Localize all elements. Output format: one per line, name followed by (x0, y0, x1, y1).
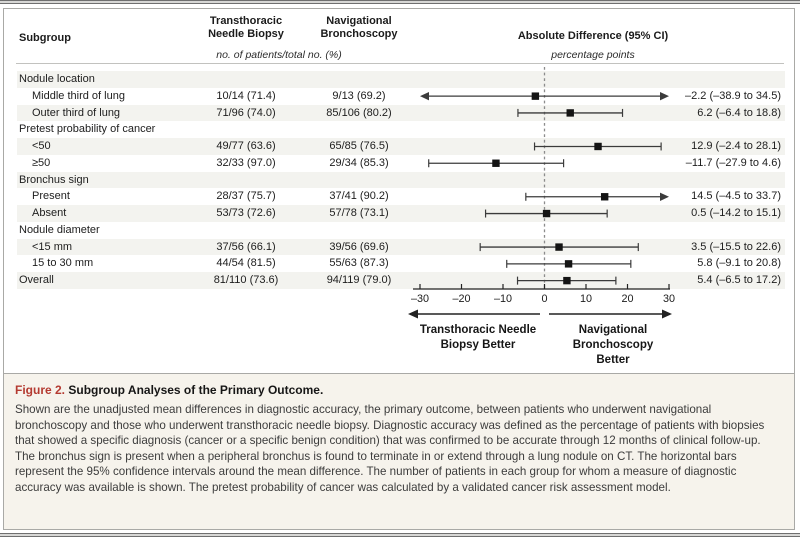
nav-count-cell: 94/119 (79.0) (326, 274, 392, 287)
ci-value-cell: 5.8 (–9.1 to 20.8) (697, 257, 781, 270)
row-label: <15 mm (32, 240, 73, 253)
row-label: ≥50 (32, 156, 51, 169)
figure-panel: Nodule location Middle third of lung 10/14… (3, 8, 795, 530)
ci-value-cell: –11.7 (–27.9 to 4.6) (685, 156, 781, 169)
ci-value-cell: 12.9 (–2.4 to 28.1) (691, 140, 781, 153)
figure-caption: Figure 2. Subgroup Analyses of the Prima… (4, 373, 794, 529)
direction-label-line: Bronchoscopy (572, 339, 654, 351)
ci-value-cell: 6.2 (–6.4 to 18.8) (697, 106, 781, 119)
nav-count-cell: 9/13 (69.2) (332, 89, 386, 102)
nav-count-cell: 57/78 (73.1) (329, 207, 389, 220)
page-bottom-edge (0, 533, 800, 537)
row-label: Nodule diameter (19, 223, 100, 236)
forest-plot-figure: Nodule location Middle third of lung 10/14… (4, 9, 794, 373)
header-line: Transthoracic (209, 15, 283, 27)
table-row-group: Nodule diameter (17, 222, 785, 239)
ci-value-cell: 0.5 (–14.2 to 15.1) (691, 207, 781, 220)
subheader-percentage-points: percentage points (551, 49, 635, 61)
table-row-group: Pretest probability of cancer (17, 121, 785, 138)
row-label: <50 (32, 140, 51, 153)
direction-label-line: Navigational (578, 324, 648, 336)
direction-label-line: Biopsy Better (440, 339, 516, 351)
direction-label-tnb-better: Transthoracic Needle Biopsy Better (393, 323, 563, 353)
tnb-count-cell: 37/56 (66.1) (216, 240, 276, 253)
row-label: Outer third of lung (32, 106, 121, 119)
row-label: Bronchus sign (19, 173, 89, 186)
table-row: Overall 81/110 (73.6) 94/119 (79.0) 5.4 (–6… (17, 272, 785, 290)
table-row: <15 mm 37/56 (66.1) 39/56 (69.6) 3.5 (–15.5… (17, 238, 785, 256)
column-header-transthoracic-needle-biopsy: Transthoracic Needle Biopsy (166, 15, 326, 41)
tnb-count-cell: 32/33 (97.0) (216, 156, 276, 169)
table-row: Outer third of lung 71/96 (74.0) 85/106 (8… (17, 104, 785, 122)
row-label: Nodule location (19, 73, 95, 85)
column-header-subgroup: Subgroup (19, 32, 71, 44)
row-label: 15 to 30 mm (32, 257, 94, 270)
caption-body-text: Shown are the unadjusted mean difference… (15, 403, 765, 494)
nav-count-cell: 39/56 (69.6) (329, 240, 389, 253)
row-label: Overall (19, 274, 54, 287)
row-label: Middle third of lung (32, 89, 125, 102)
page-top-edge (0, 0, 800, 4)
nav-count-cell: 85/106 (80.2) (326, 106, 392, 119)
table-row: Middle third of lung 10/14 (71.4) 9/13 (69… (17, 88, 785, 105)
column-header-absolute-difference: Absolute Difference (95% CI) (517, 30, 669, 42)
nav-count-cell: 55/63 (87.3) (329, 257, 389, 270)
nav-count-cell: 29/34 (85.3) (329, 156, 389, 169)
row-label: Absent (32, 207, 67, 220)
header-line: Navigational (326, 15, 392, 27)
subheader-patients-note: no. of patients/total no. (%) (216, 49, 342, 61)
tnb-count-cell: 81/110 (73.6) (213, 274, 279, 287)
nav-count-cell: 37/41 (90.2) (329, 190, 389, 203)
table-row-group: Nodule location (17, 71, 785, 88)
nav-count-cell: 65/85 (76.5) (329, 140, 389, 153)
header-line: Bronchoscopy (320, 28, 398, 40)
tnb-count-cell: 49/77 (63.6) (216, 140, 276, 153)
tnb-count-cell: 71/96 (74.0) (216, 106, 276, 119)
column-header-navigational-bronchoscopy: Navigational Bronchoscopy (279, 15, 439, 41)
table-top-rule (16, 63, 784, 64)
header-line: Needle Biopsy (208, 28, 284, 40)
tnb-count-cell: 10/14 (71.4) (216, 89, 276, 102)
tnb-count-cell: 28/37 (75.7) (216, 190, 276, 203)
ci-value-cell: 5.4 (–6.5 to 17.2) (697, 274, 781, 287)
ci-value-cell: 14.5 (–4.5 to 33.7) (691, 190, 781, 203)
tnb-count-cell: 53/73 (72.6) (216, 207, 276, 220)
table-row: Present 28/37 (75.7) 37/41 (90.2) 14.5 (–4.… (17, 188, 785, 205)
direction-label-bronchoscopy-better: Navigational Bronchoscopy Better (528, 323, 698, 368)
table-row: Absent 53/73 (72.6) 57/78 (73.1) 0.5 (–14.2… (17, 205, 785, 222)
ci-value-cell: 3.5 (–15.5 to 22.6) (691, 240, 781, 253)
figure-number-label: Figure 2. (15, 383, 66, 397)
direction-label-line: Better (596, 354, 630, 366)
table-row-group: Bronchus sign (17, 171, 785, 189)
table-row: <50 49/77 (63.6) 65/85 (76.5) 12.9 (–2.4 to… (17, 138, 785, 155)
caption-title: Figure 2. Subgroup Analyses of the Prima… (15, 383, 783, 397)
caption-title-text: Subgroup Analyses of the Primary Outcome… (68, 383, 324, 397)
direction-label-line: Transthoracic Needle (419, 324, 537, 336)
row-label: Present (32, 190, 70, 203)
tnb-count-cell: 44/54 (81.5) (216, 257, 276, 270)
table-row: ≥50 32/33 (97.0) 29/34 (85.3) –11.7 (–27.9 … (17, 155, 785, 172)
table-row: 15 to 30 mm 44/54 (81.5) 55/63 (87.3) 5.8 (… (17, 255, 785, 272)
ci-value-cell: –2.2 (–38.9 to 34.5) (684, 89, 781, 102)
subgroup-table-rows: Nodule location Middle third of lung 10/14… (4, 9, 794, 373)
row-label: Pretest probability of cancer (19, 123, 156, 136)
